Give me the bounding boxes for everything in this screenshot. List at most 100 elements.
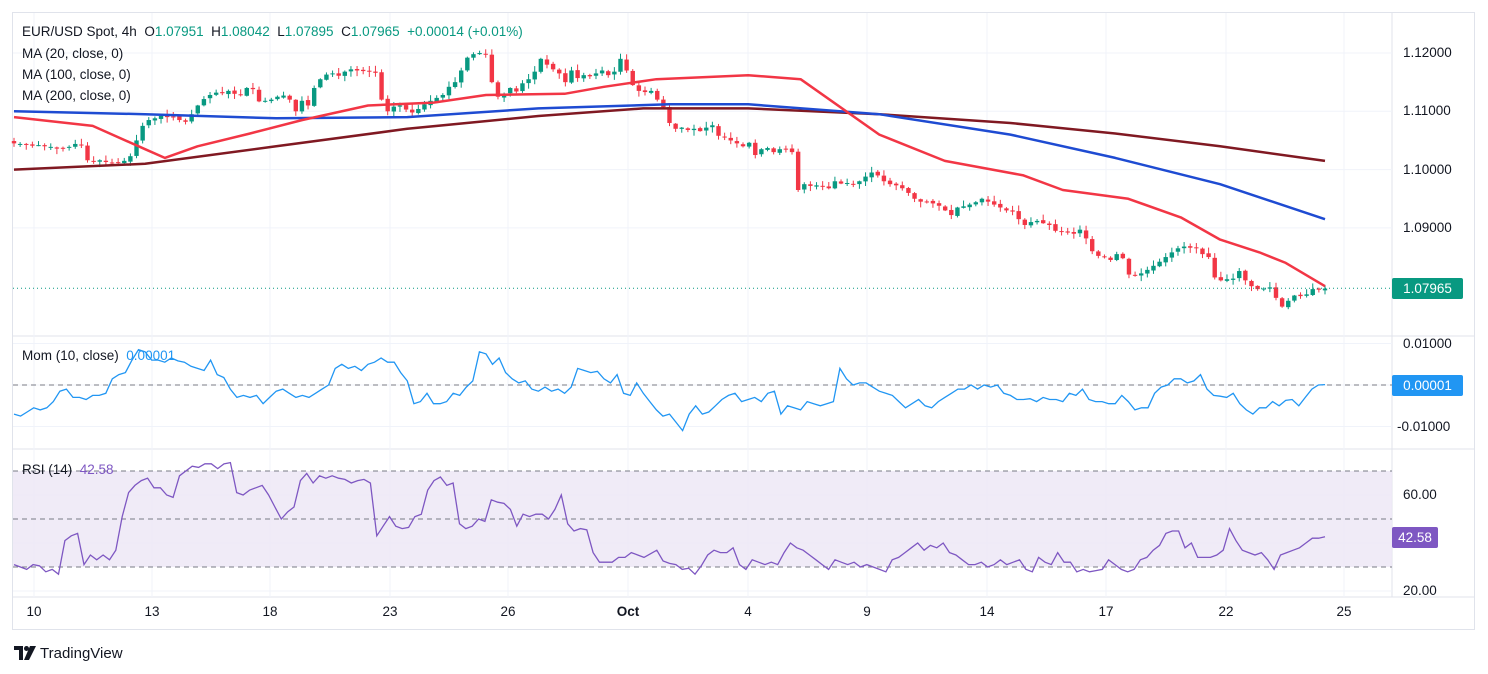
- candle-body: [685, 128, 691, 130]
- candle-body: [936, 203, 942, 206]
- candle-body: [795, 151, 801, 191]
- candle-body: [73, 143, 78, 147]
- candle-body: [299, 100, 305, 112]
- candle-body: [557, 69, 562, 74]
- candle-body: [1028, 222, 1034, 226]
- candle-body: [814, 185, 819, 187]
- rsi-legend[interactable]: RSI (14) 42.58: [22, 462, 114, 477]
- candle-body: [1034, 220, 1040, 223]
- candle-body: [85, 145, 90, 161]
- candle-body: [1175, 248, 1181, 252]
- candle-body: [777, 149, 782, 153]
- x-tick: 22: [1218, 604, 1234, 619]
- candle-body: [606, 71, 611, 76]
- tradingview-logo[interactable]: TradingView: [14, 643, 123, 663]
- candle-body: [152, 118, 158, 121]
- candle-body: [1004, 208, 1009, 211]
- x-tick: 26: [500, 604, 516, 619]
- candle-body: [11, 141, 17, 144]
- candle-body: [961, 206, 966, 208]
- x-tick: 4: [744, 604, 752, 619]
- x-tick: 18: [262, 604, 278, 619]
- candle-body: [66, 146, 72, 148]
- ma20-line: [13, 73, 1326, 288]
- candle-body: [667, 107, 672, 123]
- candle-body: [930, 200, 936, 204]
- candle-body: [91, 160, 96, 162]
- candle-body: [422, 104, 427, 110]
- candle-body: [875, 171, 880, 176]
- candle-body: [587, 75, 593, 77]
- candle-body: [1304, 294, 1309, 296]
- mom-tick: -0.01000: [1397, 419, 1451, 434]
- candle-body: [1298, 294, 1303, 297]
- mom-line: [13, 348, 1326, 432]
- candle-body: [367, 70, 372, 72]
- candle-body: [1065, 231, 1070, 233]
- candle-body: [642, 90, 648, 93]
- candle-body: [1206, 253, 1211, 258]
- candle-body: [844, 183, 850, 185]
- candle-body: [569, 70, 574, 83]
- mom-badge: 0.00001: [1392, 375, 1463, 396]
- candle-body: [134, 140, 139, 156]
- candle-body: [1279, 298, 1285, 307]
- x-tick: 23: [382, 604, 398, 619]
- candle-body: [1243, 270, 1248, 281]
- mom-legend[interactable]: Mom (10, close) 0.00001: [22, 348, 175, 363]
- candle-body: [1145, 269, 1150, 274]
- candle-body: [802, 184, 807, 190]
- candle-body: [256, 89, 262, 102]
- rsi-line: [13, 461, 1326, 576]
- candle-body: [759, 149, 764, 155]
- candle-body: [238, 94, 243, 96]
- price-tick: 1.12000: [1403, 45, 1452, 60]
- candle-body: [1286, 300, 1291, 308]
- candle-body: [857, 181, 862, 185]
- candle-body: [171, 116, 176, 118]
- rsi-value: 42.58: [79, 462, 114, 477]
- candle-body: [704, 127, 709, 131]
- candle-body: [1022, 219, 1028, 225]
- candle-body: [477, 53, 482, 55]
- candle-body: [1230, 278, 1236, 280]
- ma200-legend[interactable]: MA (200, close, 0): [22, 88, 131, 103]
- candle-body: [348, 69, 354, 72]
- candle-body: [122, 160, 127, 164]
- ma200-line: [13, 107, 1326, 171]
- candle-body: [991, 201, 997, 205]
- candle-body: [550, 63, 556, 70]
- candle-body: [483, 53, 488, 55]
- candle-body: [1316, 288, 1322, 290]
- candle-body: [226, 90, 231, 95]
- ma20-legend[interactable]: MA (20, close, 0): [22, 46, 124, 61]
- candle-body: [109, 162, 115, 164]
- candle-body: [1151, 265, 1156, 271]
- candle-body: [1218, 277, 1224, 281]
- x-tick: 13: [144, 604, 160, 619]
- candle-body: [189, 114, 194, 122]
- candle-body: [465, 57, 470, 71]
- candle-body: [324, 74, 329, 80]
- high-label: H: [211, 24, 221, 39]
- candle-body: [336, 73, 341, 76]
- candle-body: [391, 106, 397, 112]
- candle-body: [434, 97, 439, 102]
- price-tick: 1.10000: [1403, 162, 1452, 177]
- candle-body: [128, 156, 133, 162]
- candle-body: [998, 203, 1003, 208]
- candle-body: [538, 58, 544, 72]
- candle-body: [48, 146, 53, 148]
- candle-body: [1292, 295, 1297, 301]
- candle-body: [955, 207, 960, 216]
- candle-body: [1212, 257, 1217, 278]
- candle-body: [183, 120, 188, 122]
- candle-body: [269, 99, 274, 102]
- candle-body: [881, 175, 887, 182]
- candle-body: [379, 72, 384, 100]
- ma100-legend[interactable]: MA (100, close, 0): [22, 67, 131, 82]
- rsi-tick: 60.00: [1403, 487, 1437, 502]
- candle-body: [42, 145, 47, 147]
- candle-body: [305, 100, 311, 106]
